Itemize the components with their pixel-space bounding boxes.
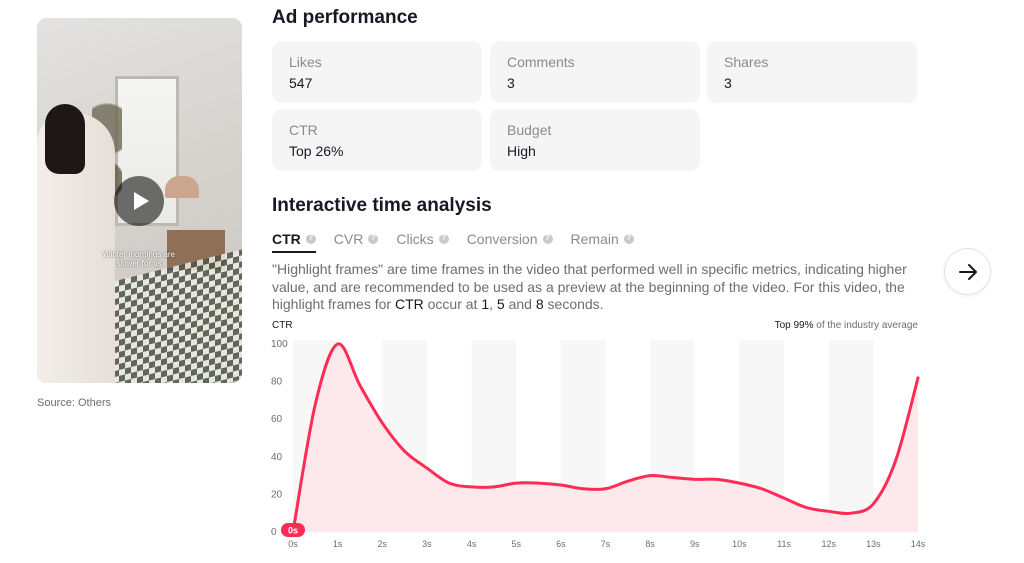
chart-metric-label: CTR bbox=[272, 320, 293, 331]
x-tick-label: 7s bbox=[601, 539, 611, 549]
y-tick-label: 60 bbox=[271, 414, 283, 425]
x-tick-label: 2s bbox=[378, 539, 388, 549]
video-caption: Winter mornings are slower for us bbox=[102, 250, 176, 268]
chart-band bbox=[828, 340, 874, 532]
highlight-second: 5 bbox=[496, 296, 505, 312]
benchmark-text: of the industry average bbox=[813, 320, 918, 331]
stat-label: Shares bbox=[724, 54, 769, 70]
tab-label: CVR bbox=[333, 231, 364, 247]
info-icon[interactable] bbox=[368, 233, 379, 244]
x-tick-label: 9s bbox=[690, 539, 700, 549]
time-marker bbox=[281, 523, 305, 537]
metric-tabs: CTR CVR Clicks Conversion Remain bbox=[272, 230, 652, 253]
description-text: , bbox=[489, 296, 497, 312]
stat-value: Top 26% bbox=[289, 143, 344, 159]
description-text: and bbox=[504, 296, 536, 312]
stat-label: Budget bbox=[507, 122, 552, 138]
tab-clicks[interactable]: Clicks bbox=[396, 230, 449, 248]
tab-cvr[interactable]: CVR bbox=[334, 230, 379, 248]
x-tick-label: 11s bbox=[777, 539, 791, 549]
ctr-chart-svg: 0 20 40 60 80 100 0s 1s 2s 3s 4s 5s 6s 7s 8s 9s 10s 11s 12… bbox=[271, 339, 926, 549]
x-tick-label: 14s bbox=[911, 539, 926, 549]
x-tick-label: 6s bbox=[556, 539, 566, 549]
stat-label: Likes bbox=[289, 54, 322, 70]
info-icon[interactable] bbox=[305, 233, 316, 244]
x-tick-label: 3s bbox=[422, 539, 432, 549]
arrow-right-icon bbox=[959, 264, 977, 280]
description-text: occur at bbox=[423, 296, 482, 312]
video-source: Source: Others bbox=[37, 397, 111, 409]
stat-card-likes: Likes 547 bbox=[272, 41, 482, 103]
y-tick-label: 40 bbox=[271, 452, 283, 463]
time-marker-label: 0s bbox=[288, 526, 298, 536]
tab-label: Conversion bbox=[466, 231, 538, 247]
stat-card-budget: Budget High bbox=[490, 109, 700, 171]
ctr-chart: 0 20 40 60 80 100 0s 1s 2s 3s 4s 5s 6s 7s 8s 9s 10s 11s 12… bbox=[268, 316, 928, 556]
tab-label: Clicks bbox=[396, 231, 434, 247]
video-frame-hair bbox=[45, 104, 85, 174]
info-icon[interactable] bbox=[542, 233, 553, 244]
x-tick-label: 5s bbox=[511, 539, 521, 549]
ad-performance-title: Ad performance bbox=[272, 7, 418, 28]
stat-value: 3 bbox=[507, 75, 515, 91]
y-tick-label: 0 bbox=[271, 527, 277, 538]
industry-benchmark: Top 99% of the industry average bbox=[775, 320, 918, 331]
description-text: seconds. bbox=[543, 296, 604, 312]
description-text: "Highlight frames" are time frames in th… bbox=[272, 261, 907, 312]
x-tick-label: 1s bbox=[333, 539, 343, 549]
tab-label: Remain bbox=[570, 231, 619, 247]
stat-label: CTR bbox=[289, 122, 318, 138]
highlight-second: 8 bbox=[535, 296, 544, 312]
time-analysis-title: Interactive time analysis bbox=[272, 195, 492, 216]
stat-card-ctr: CTR Top 26% bbox=[272, 109, 482, 171]
tab-remain[interactable]: Remain bbox=[571, 230, 634, 248]
x-tick-label: 10s bbox=[732, 539, 747, 549]
play-icon[interactable] bbox=[114, 176, 164, 226]
info-icon[interactable] bbox=[623, 233, 634, 244]
y-tick-label: 80 bbox=[271, 377, 283, 388]
x-tick-label: 8s bbox=[645, 539, 655, 549]
x-tick-label: 0s bbox=[288, 539, 298, 549]
description-metric: CTR bbox=[394, 296, 424, 312]
video-frame-lamp bbox=[165, 176, 199, 198]
x-tick-label: 12s bbox=[821, 539, 836, 549]
ctr-area-fill bbox=[293, 343, 918, 532]
stat-card-comments: Comments 3 bbox=[490, 41, 700, 103]
stat-value: High bbox=[507, 143, 536, 159]
highlight-description: "Highlight frames" are time frames in th… bbox=[272, 261, 922, 314]
tab-ctr[interactable]: CTR bbox=[272, 230, 316, 253]
tab-label: CTR bbox=[272, 231, 301, 247]
y-tick-label: 20 bbox=[271, 489, 283, 500]
highlight-second: 1 bbox=[481, 296, 490, 312]
ctr-line bbox=[291, 342, 920, 534]
info-icon[interactable] bbox=[438, 233, 449, 244]
benchmark-value: Top 99% bbox=[774, 320, 814, 331]
y-tick-label: 100 bbox=[271, 339, 288, 350]
stat-card-shares: Shares 3 bbox=[707, 41, 917, 103]
stat-label: Comments bbox=[507, 54, 575, 70]
video-preview[interactable]: Winter mornings are slower for us bbox=[37, 18, 242, 383]
stat-value: 547 bbox=[289, 75, 313, 91]
x-tick-label: 4s bbox=[467, 539, 477, 549]
x-tick-label: 13s bbox=[866, 539, 881, 549]
stat-value: 3 bbox=[724, 75, 732, 91]
tab-conversion[interactable]: Conversion bbox=[467, 230, 553, 248]
next-button[interactable] bbox=[944, 248, 991, 295]
